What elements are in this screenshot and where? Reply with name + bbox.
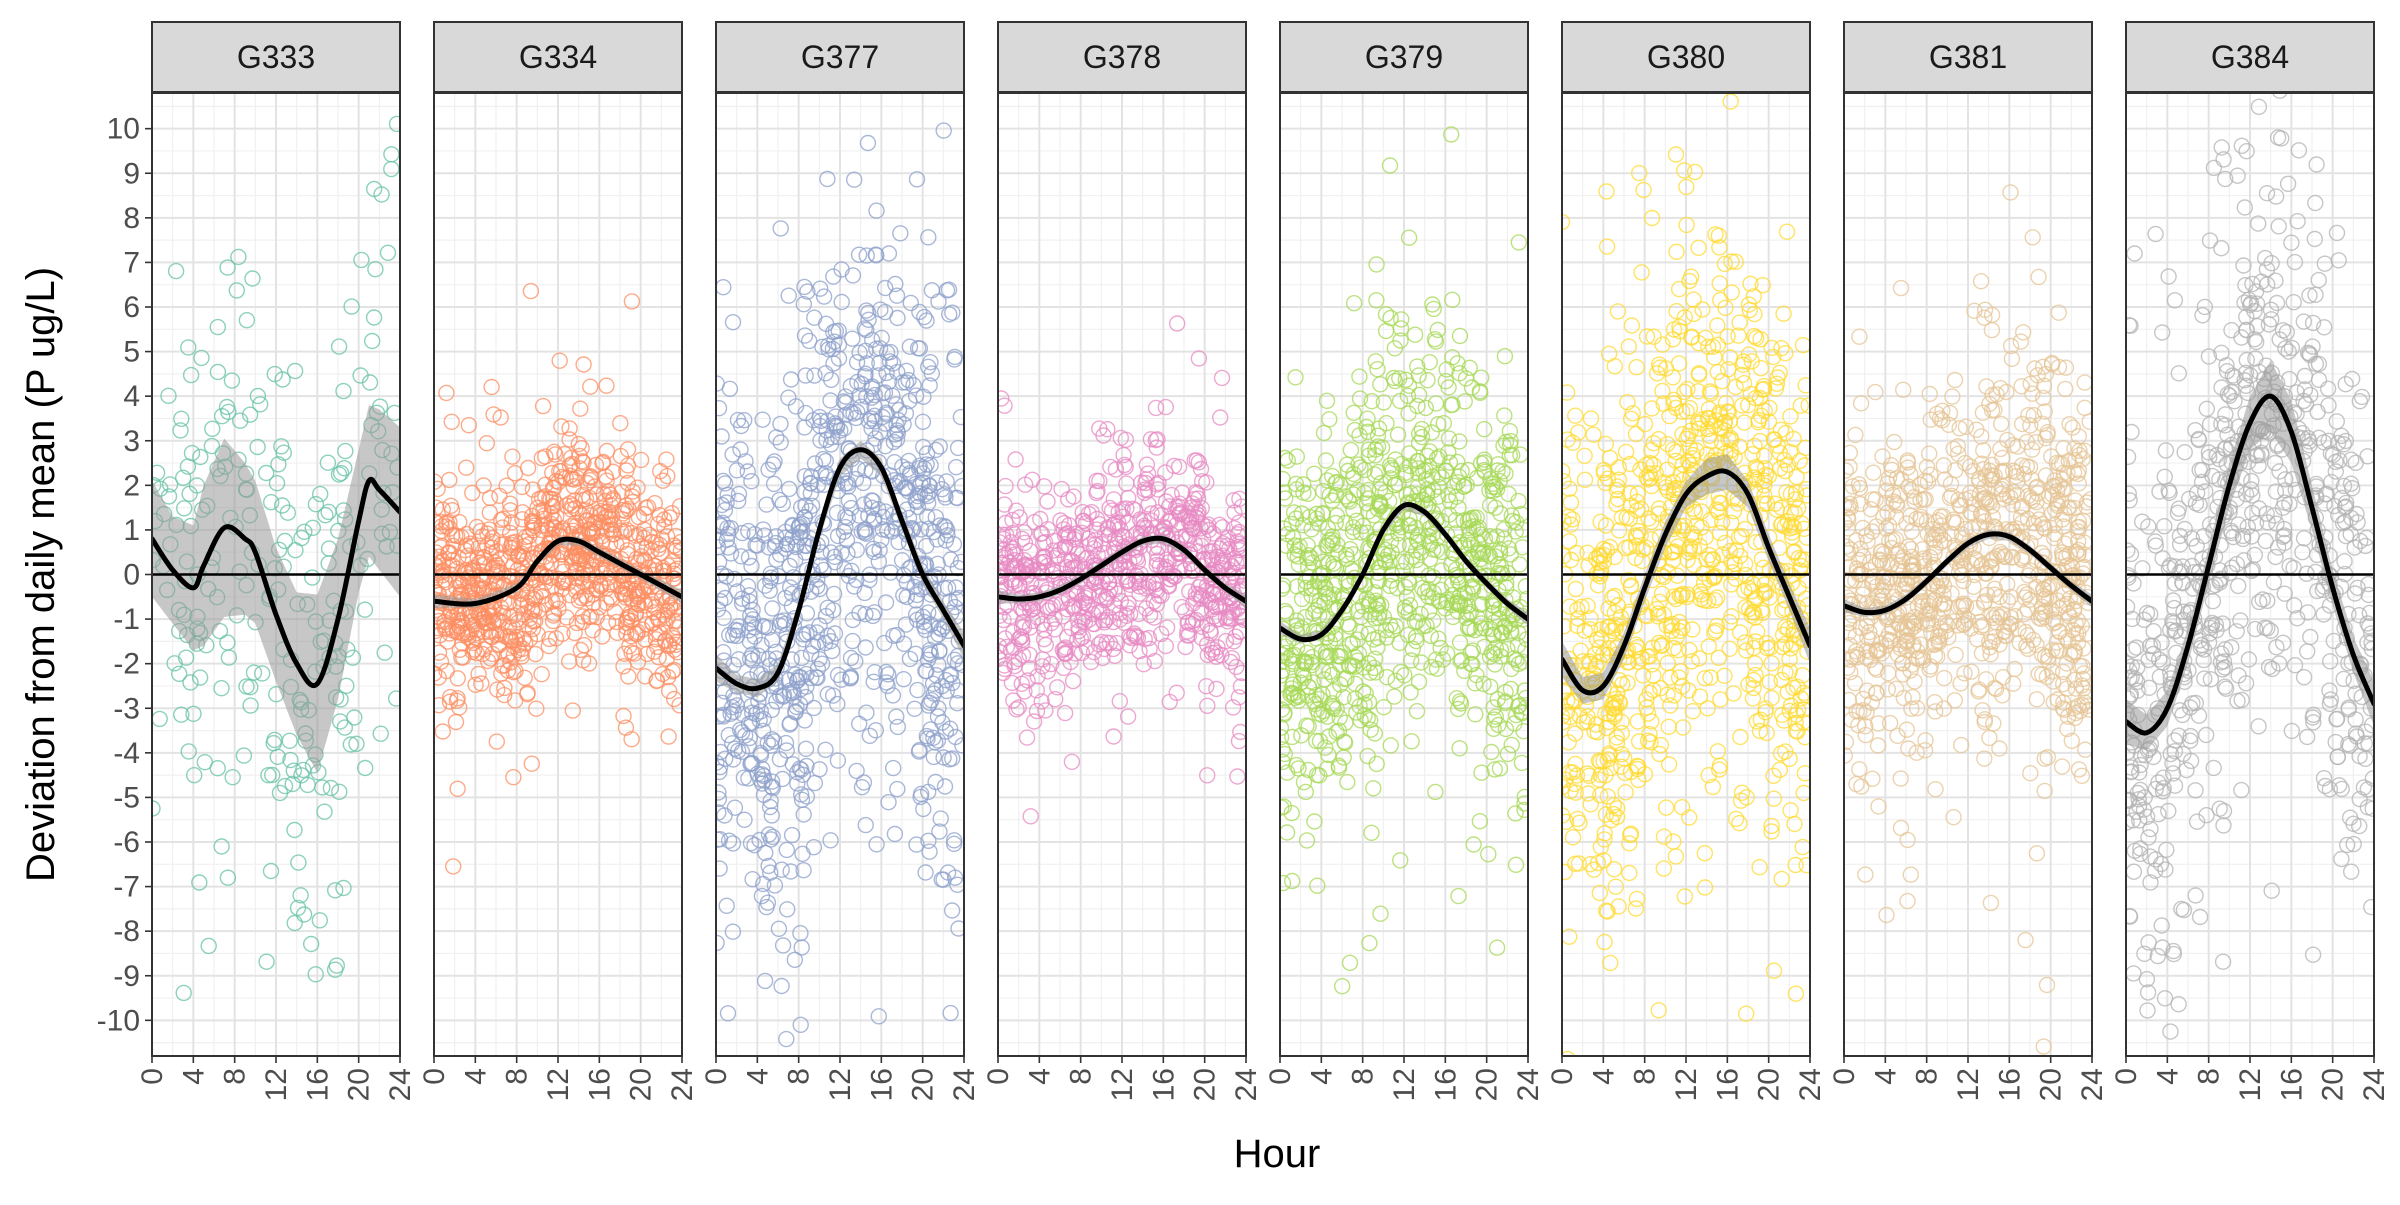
facet-strip-label: G380 <box>1647 39 1725 75</box>
y-tick-label: 6 <box>123 291 140 324</box>
x-tick-label: 4 <box>1305 1068 1338 1085</box>
x-tick-label: 0 <box>700 1068 733 1085</box>
x-tick-label: 20 <box>1189 1068 1222 1101</box>
y-tick-label: -4 <box>113 737 140 770</box>
x-tick-label: 16 <box>1147 1068 1180 1101</box>
x-tick-label: 24 <box>384 1068 417 1101</box>
y-tick-label: 10 <box>107 113 140 146</box>
y-tick-label: 9 <box>123 157 140 190</box>
x-tick-label: 8 <box>501 1068 534 1085</box>
x-tick-label: 4 <box>459 1068 492 1085</box>
x-tick-label: 20 <box>907 1068 940 1101</box>
x-tick-label: 20 <box>625 1068 658 1101</box>
x-tick-label: 0 <box>136 1068 169 1085</box>
x-tick-label: 4 <box>741 1068 774 1085</box>
x-axis-title: Hour <box>1234 1132 1321 1176</box>
x-tick-label: 24 <box>666 1068 699 1101</box>
x-tick-label: 4 <box>1023 1068 1056 1085</box>
y-tick-label: -2 <box>113 648 140 681</box>
y-tick-label: -8 <box>113 915 140 948</box>
x-tick-label: 20 <box>1471 1068 1504 1101</box>
x-tick-label: 16 <box>301 1068 334 1101</box>
y-axis-title: Deviation from daily mean (P ug/L) <box>19 267 63 882</box>
x-tick-label: 4 <box>177 1068 210 1085</box>
x-tick-label: 0 <box>1264 1068 1297 1085</box>
facet-strip-label: G377 <box>801 39 879 75</box>
y-tick-label: -3 <box>113 692 140 725</box>
y-tick-label: 4 <box>123 380 140 413</box>
x-tick-label: 24 <box>1230 1068 1263 1101</box>
y-axis: -10-9-8-7-6-5-4-3-2-1012345678910Deviati… <box>19 113 152 1038</box>
x-tick-label: 20 <box>343 1068 376 1101</box>
facet-strip-label: G379 <box>1365 39 1443 75</box>
y-tick-label: 1 <box>123 514 140 547</box>
y-tick-label: -5 <box>113 781 140 814</box>
x-tick-label: 16 <box>865 1068 898 1101</box>
x-tick-label: 8 <box>1065 1068 1098 1085</box>
y-tick-label: -7 <box>113 871 140 904</box>
x-tick-label: 0 <box>418 1068 451 1085</box>
y-tick-label: -10 <box>97 1004 140 1037</box>
x-tick-label: 16 <box>1429 1068 1462 1101</box>
y-tick-label: -9 <box>113 960 140 993</box>
x-tick-label: 8 <box>1347 1068 1380 1085</box>
x-tick-label: 24 <box>948 1068 981 1101</box>
x-tick-label: 8 <box>219 1068 252 1085</box>
y-tick-label: 8 <box>123 202 140 235</box>
x-tick-label: 12 <box>1106 1068 1139 1101</box>
y-tick-label: 2 <box>123 469 140 502</box>
x-tick-label: 12 <box>542 1068 575 1101</box>
facet-strip-label: G333 <box>237 39 315 75</box>
y-tick-label: 3 <box>123 425 140 458</box>
x-tick-label: 12 <box>1388 1068 1421 1101</box>
y-tick-label: 5 <box>123 336 140 369</box>
x-tick-label: 8 <box>783 1068 816 1085</box>
y-tick-label: 7 <box>123 246 140 279</box>
y-tick-label: 0 <box>123 559 140 592</box>
x-tick-label: 12 <box>824 1068 857 1101</box>
x-tick-label: 12 <box>260 1068 293 1101</box>
y-tick-label: -1 <box>113 603 140 636</box>
x-tick-label: 16 <box>583 1068 616 1101</box>
x-tick-label: 24 <box>1512 1068 1545 1101</box>
facet-strip-label: G378 <box>1083 39 1161 75</box>
y-tick-label: -6 <box>113 826 140 859</box>
facet-strip-label: G334 <box>519 39 597 75</box>
x-tick-label: 0 <box>982 1068 1015 1085</box>
